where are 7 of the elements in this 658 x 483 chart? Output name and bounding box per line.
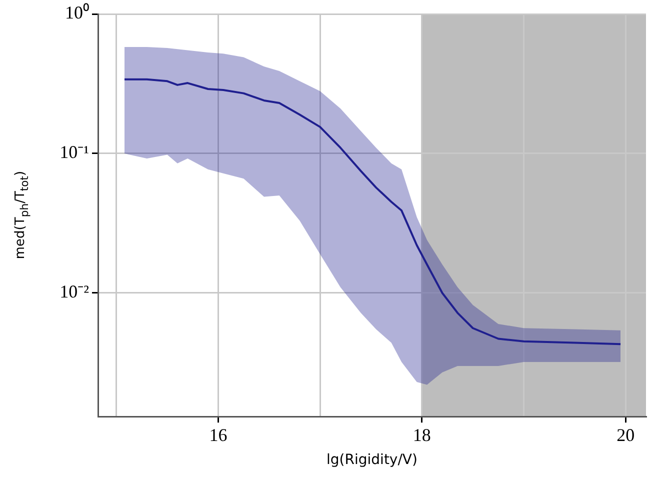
y-tick-label: 10⁻² (60, 282, 89, 302)
x-tick-label: 16 (209, 425, 228, 446)
x-axis-title: lg(Rigidity/V) (326, 452, 418, 468)
y-tick-label: 10⁻¹ (60, 142, 89, 162)
x-tick-label: 18 (412, 425, 431, 446)
y-tick-label: 10⁰ (65, 2, 89, 23)
x-tick-label: 20 (616, 425, 635, 446)
